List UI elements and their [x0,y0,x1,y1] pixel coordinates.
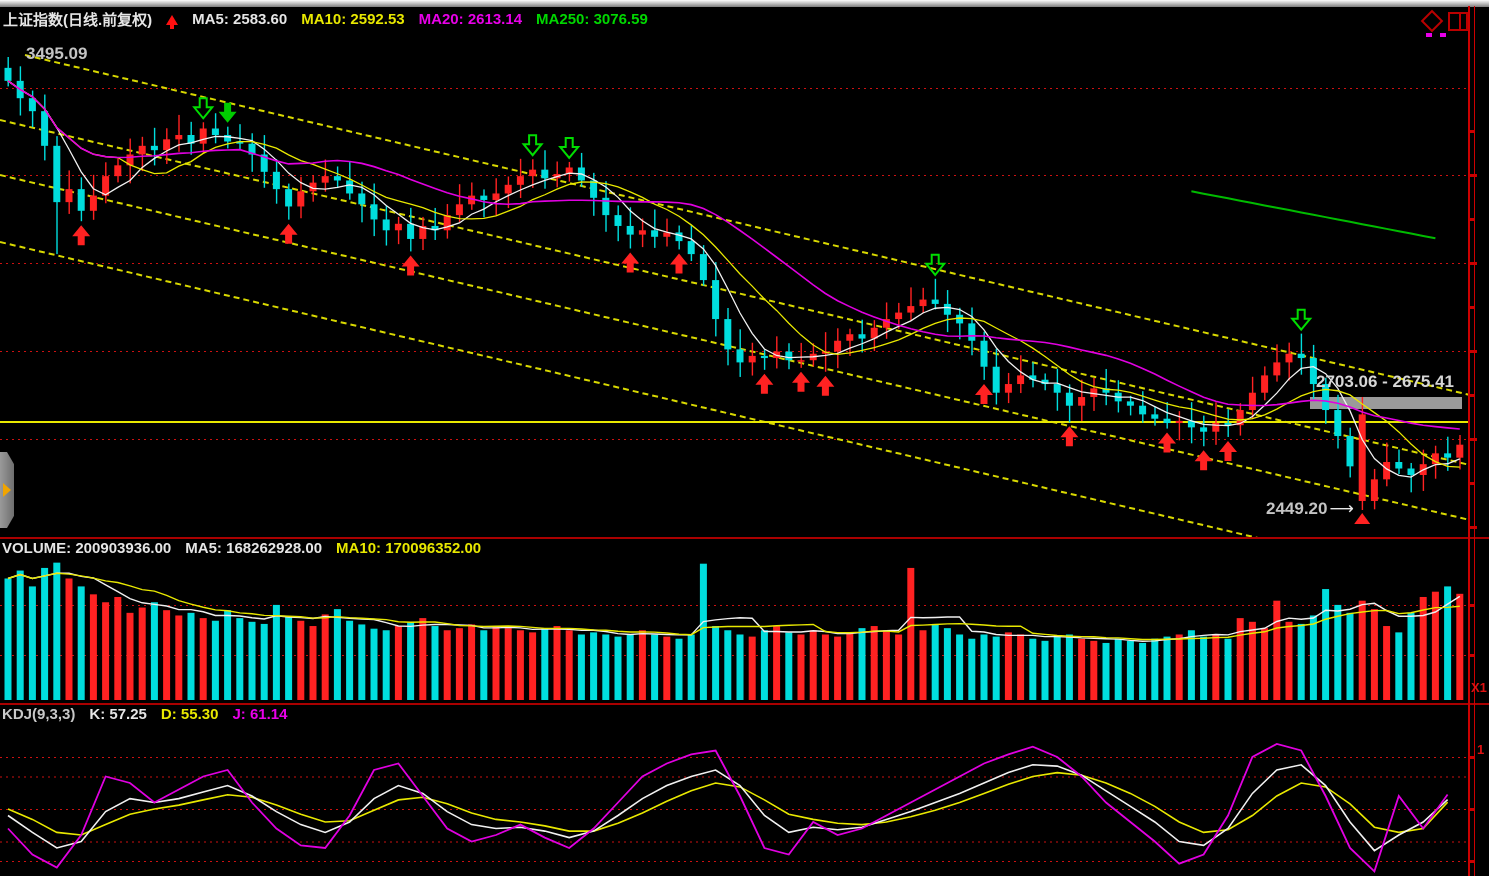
main-chart-header: 上证指数(日线.前复权) MA5: 2583.60 MA10: 2592.53 … [3,9,662,30]
magenta-dot-icon [1440,33,1446,37]
gap-range-label: 2703.06 - 2675.41 [1316,372,1455,391]
kdj-k-value: K: 57.25 [89,706,147,723]
arrow-to-low-icon: ⟶ [1329,499,1354,518]
split-window-icon[interactable] [1448,12,1468,31]
up-arrow-icon [166,14,179,29]
volume-value: VOLUME: 200903936.00 [2,540,172,557]
ma5-value: MA5: 2583.60 [192,11,288,28]
kdj-j-value: J: 61.14 [232,706,288,723]
ma20-value: MA20: 2613.14 [418,11,523,28]
low-value: 2449.20 [1266,499,1328,518]
period-high-label: 3495.09 [26,44,88,63]
kdj-header: KDJ(9,3,3) K: 57.25 D: 55.30 J: 61.14 [2,706,302,723]
expand-arrow-icon [3,483,11,497]
magenta-dot-icon [1426,33,1432,37]
kdj-indicator-chart[interactable] [0,703,1489,876]
volume-header: VOLUME: 200903936.00 MA5: 168262928.00 M… [2,540,495,557]
main-candlestick-chart[interactable] [0,6,1489,537]
volume-ma5-value: MA5: 168262928.00 [185,540,323,557]
volume-chart[interactable] [0,537,1489,703]
scale-multiplier-label: X1 [1471,680,1487,695]
corner-tool-icons [1420,9,1468,39]
instrument-title: 上证指数(日线.前复权) [3,12,153,29]
ma250-value: MA250: 3076.59 [536,11,648,28]
kdj-label: KDJ(9,3,3) [2,706,76,723]
kdj-d-value: D: 55.30 [160,706,219,723]
period-low-label: 2449.20 ⟶ [1266,499,1354,519]
diamond-marker-icon[interactable] [1420,9,1444,33]
axis-partial-label: 1 [1477,742,1485,757]
toolbar-bottom-edge [0,0,1489,7]
ma10-value: MA10: 2592.53 [301,11,405,28]
sidebar-expand-tab[interactable] [0,452,14,528]
volume-ma10-value: MA10: 170096352.00 [336,540,482,557]
